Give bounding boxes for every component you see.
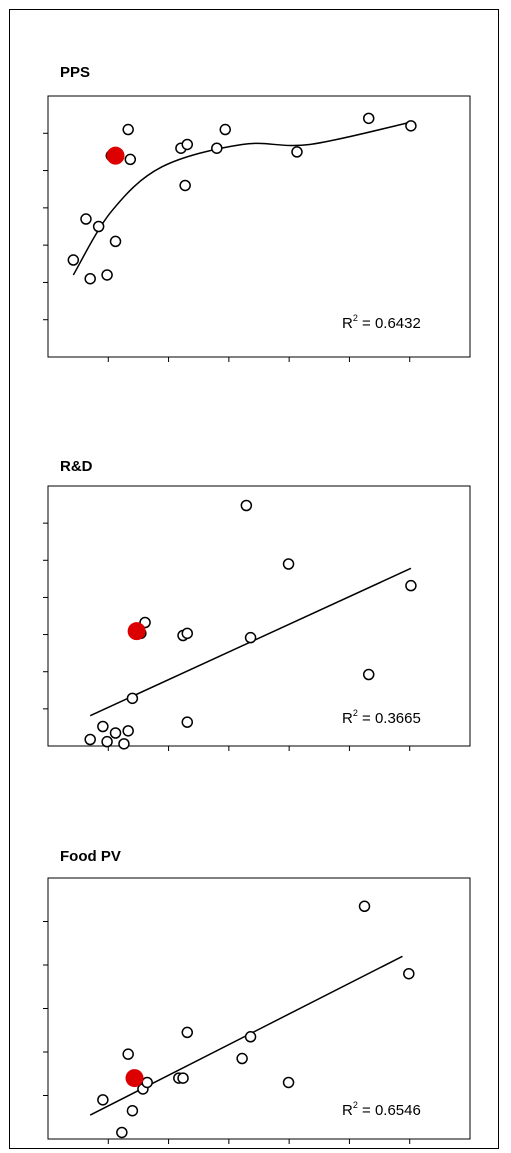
trendline-pps — [72, 121, 412, 276]
data-point-pps — [84, 272, 96, 285]
data-point-food-pv — [177, 1072, 189, 1084]
highlight-point-pps — [106, 146, 125, 165]
data-point-food-pv — [122, 1048, 134, 1060]
r-squared-label-rd: R2 = 0.3665 — [342, 708, 421, 727]
data-point-pps — [181, 138, 194, 151]
data-point-food-pv — [236, 1052, 248, 1065]
data-point-food-pv — [282, 1076, 295, 1089]
data-point-pps — [92, 220, 105, 233]
data-point-pps — [67, 254, 80, 266]
chart-title-pps: PPS — [60, 64, 91, 81]
plot-area-rd — [47, 485, 471, 747]
data-point-pps — [219, 123, 231, 136]
data-point-rd — [362, 668, 375, 681]
data-point-rd — [97, 720, 109, 733]
data-point-pps — [109, 235, 122, 248]
data-point-pps — [179, 179, 191, 192]
data-point-rd — [122, 725, 134, 737]
data-point-pps — [124, 153, 137, 166]
chart-title-rd: R&D — [60, 458, 93, 475]
data-point-food-pv — [244, 1031, 257, 1043]
data-point-rd — [84, 733, 96, 746]
highlight-point-rd — [127, 622, 146, 641]
data-point-pps — [291, 146, 303, 158]
data-point-rd — [282, 558, 295, 570]
data-point-rd — [244, 631, 257, 644]
data-point-rd — [101, 735, 113, 748]
r-squared-label-food-pv: R2 = 0.6546 — [342, 1100, 421, 1119]
plot-area-pps — [47, 95, 471, 358]
data-point-rd — [181, 716, 194, 728]
data-point-food-pv — [403, 967, 415, 980]
plot-area-food-pv — [47, 877, 471, 1140]
data-point-pps — [80, 213, 92, 225]
data-point-food-pv — [126, 1104, 139, 1117]
data-point-rd — [109, 727, 122, 739]
data-point-rd — [405, 579, 417, 592]
data-point-pps — [101, 269, 113, 281]
data-point-food-pv — [116, 1126, 128, 1139]
figure-frame — [9, 9, 499, 1149]
data-point-rd — [181, 627, 194, 640]
chart-title-food-pv: Food PV — [60, 848, 121, 865]
data-point-food-pv — [358, 900, 371, 913]
data-point-pps — [211, 142, 223, 154]
data-point-food-pv — [97, 1094, 109, 1106]
data-point-pps — [122, 123, 134, 136]
data-point-pps — [405, 120, 417, 132]
data-point-food-pv — [141, 1076, 153, 1089]
data-point-pps — [362, 112, 375, 125]
data-point-rd — [118, 738, 130, 750]
data-point-rd — [240, 499, 253, 512]
data-point-food-pv — [181, 1026, 194, 1039]
data-point-rd — [126, 692, 139, 705]
highlight-point-food-pv — [125, 1069, 144, 1088]
r-squared-label-pps: R2 = 0.6432 — [342, 313, 421, 332]
